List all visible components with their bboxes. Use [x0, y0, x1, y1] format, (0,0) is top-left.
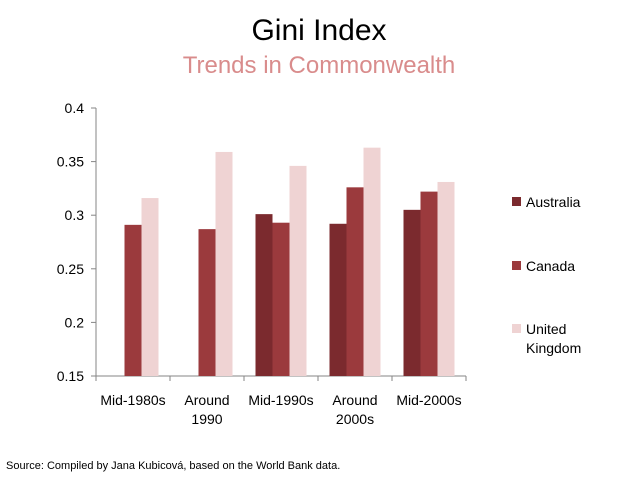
- y-tick-label: 0.4: [65, 100, 85, 116]
- chart-subtitle: Trends in Commonwealth: [182, 52, 456, 79]
- legend-swatch: [512, 197, 521, 206]
- x-tick-label: Around 1990: [184, 392, 229, 427]
- bar-canada: [124, 224, 142, 376]
- x-tick-label: Mid-1990s: [248, 392, 313, 408]
- bar-canada: [272, 222, 290, 376]
- bar-united-kingdom: [363, 147, 381, 376]
- chart-title: Gini Index: [251, 14, 387, 47]
- y-tick-label: 0.35: [57, 154, 84, 170]
- y-tick-label: 0.2: [65, 314, 85, 330]
- bar-united-kingdom: [215, 151, 233, 376]
- y-tick-label: 0.15: [57, 368, 84, 384]
- legend-label: United Kingdom: [526, 321, 581, 356]
- x-tick-label: Mid-2000s: [396, 392, 461, 408]
- chart-ticks: 0.4 0.35 0.3 0.25 0.2 0.15 Mid-1980s Around 1990…: [57, 100, 467, 427]
- chart-legend: Australia Canada United Kingdom: [512, 194, 581, 356]
- legend-label: Australia: [526, 194, 581, 210]
- bar-australia: [255, 214, 273, 376]
- bar-australia: [403, 209, 421, 376]
- bar-united-kingdom: [289, 165, 307, 376]
- bar-canada: [198, 229, 216, 376]
- bar-canada: [346, 187, 364, 376]
- legend-swatch: [512, 261, 521, 270]
- bar-australia: [329, 223, 347, 376]
- bar-united-kingdom: [141, 198, 159, 376]
- x-tick-label: Mid-1980s: [100, 392, 165, 408]
- bar-canada: [420, 191, 438, 376]
- x-tick-label: Around 2000s: [332, 392, 377, 427]
- bar-united-kingdom: [437, 181, 455, 376]
- source-note: Source: Compiled by Jana Kubicová, based…: [6, 460, 341, 472]
- legend-swatch: [512, 324, 521, 333]
- chart-bars: [124, 147, 455, 376]
- y-tick-label: 0.3: [65, 207, 85, 223]
- legend-label: Canada: [526, 258, 575, 274]
- y-tick-label: 0.25: [57, 261, 84, 277]
